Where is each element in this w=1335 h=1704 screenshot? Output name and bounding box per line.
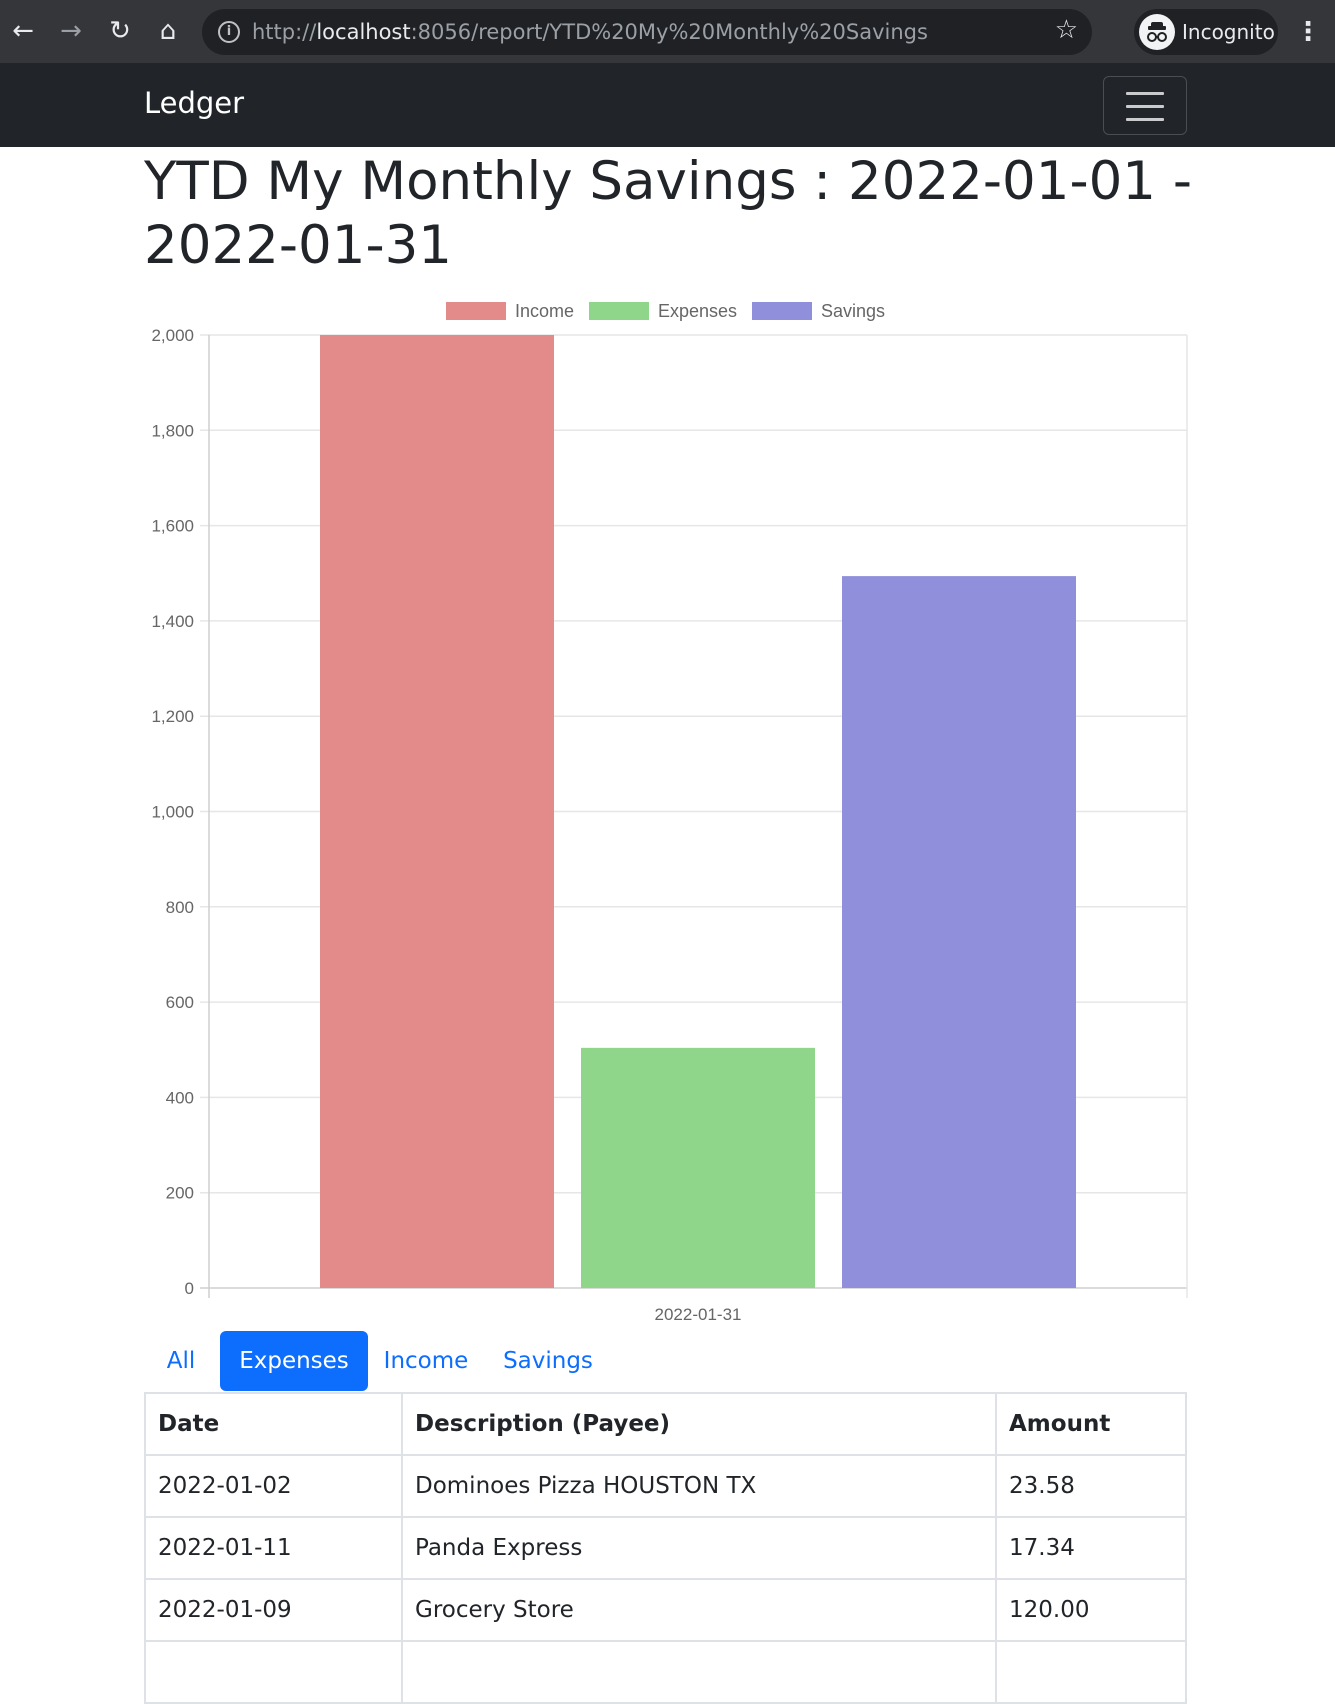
cell-description: Dominoes Pizza HOUSTON TX [401,1454,997,1518]
transactions-table: Date Description (Payee) Amount 2022-01-… [144,1392,1187,1704]
legend-swatch-expenses [589,302,649,320]
y-tick-label: 600 [166,993,194,1012]
navbar-toggler-button[interactable] [1103,76,1187,135]
page-title: YTD My Monthly Savings : 2022-01-01 - 20… [144,151,1192,276]
y-tick-label: 1,800 [151,421,194,440]
tab-all[interactable]: All [166,1348,196,1374]
url-host: localhost [316,20,411,44]
tab-expenses[interactable]: Expenses [220,1331,368,1391]
column-header-amount[interactable]: Amount [995,1392,1187,1456]
url-text[interactable]: http://localhost:8056/report/YTD%20My%20… [252,20,928,44]
y-tick-label: 1,600 [151,517,194,536]
incognito-label: Incognito [1182,20,1275,44]
browser-toolbar: ← → ↻ ⌂ i http://localhost:8056/report/Y… [0,0,1335,63]
y-tick-label: 400 [166,1088,194,1107]
address-bar[interactable]: i http://localhost:8056/report/YTD%20My%… [202,9,1092,55]
cell-amount [995,1640,1187,1704]
tab-savings[interactable]: Savings [503,1348,593,1374]
table-row[interactable]: 2022-01-02 Dominoes Pizza HOUSTON TX 23.… [144,1454,1187,1518]
cell-description [401,1640,997,1704]
incognito-icon [1139,14,1175,50]
navbar-brand[interactable]: Ledger [144,86,245,120]
column-header-date[interactable]: Date [144,1392,403,1456]
table-header-row: Date Description (Payee) Amount [144,1392,1187,1456]
bar-expenses [581,1047,815,1288]
cell-amount: 120.00 [995,1578,1187,1642]
legend-label-expenses: Expenses [658,301,737,321]
reload-icon[interactable]: ↻ [109,16,131,46]
table-row[interactable]: 2022-01-09 Grocery Store 120.00 [144,1578,1187,1642]
y-tick-label: 1,400 [151,612,194,631]
cell-amount: 17.34 [995,1516,1187,1580]
browser-menu-icon[interactable]: ⋮ [1295,17,1321,47]
url-prefix: http:// [252,20,317,44]
legend-label-savings: Savings [821,301,885,321]
bar-savings [842,576,1076,1288]
forward-arrow-icon[interactable]: → [60,16,82,46]
cell-description: Panda Express [401,1516,997,1580]
home-icon[interactable]: ⌂ [159,16,177,46]
cell-date: 2022-01-11 [144,1516,403,1580]
cell-description: Grocery Store [401,1578,997,1642]
cell-date [144,1640,403,1704]
y-tick-label: 0 [185,1279,194,1298]
y-tick-label: 800 [166,898,194,917]
table-row[interactable] [144,1640,1187,1704]
incognito-badge[interactable]: Incognito [1134,9,1278,55]
y-tick-label: 1,000 [151,803,194,822]
cell-date: 2022-01-09 [144,1578,403,1642]
cell-date: 2022-01-02 [144,1454,403,1518]
cell-amount: 23.58 [995,1454,1187,1518]
url-path: :8056/report/YTD%20My%20Monthly%20Saving… [410,20,928,44]
bookmark-star-icon[interactable]: ☆ [1054,15,1078,45]
site-info-icon[interactable]: i [218,21,240,43]
column-header-description[interactable]: Description (Payee) [401,1392,997,1456]
tab-income[interactable]: Income [383,1348,469,1374]
y-tick-label: 200 [166,1184,194,1203]
bar-income [320,335,554,1288]
back-arrow-icon[interactable]: ← [12,16,34,46]
legend-swatch-income [446,302,506,320]
y-tick-label: 1,200 [151,707,194,726]
legend-swatch-savings [752,302,812,320]
x-tick-label: 2022-01-31 [655,1305,742,1324]
y-tick-label: 2,000 [151,326,194,345]
app-navbar: Ledger [0,63,1335,147]
savings-bar-chart: 0 200 400 600 800 1,000 1,200 1,400 1,600 1,800 2,… [151,301,1188,1324]
hamburger-icon [1126,92,1164,95]
table-row[interactable]: 2022-01-11 Panda Express 17.34 [144,1516,1187,1580]
legend-label-income: Income [515,301,574,321]
